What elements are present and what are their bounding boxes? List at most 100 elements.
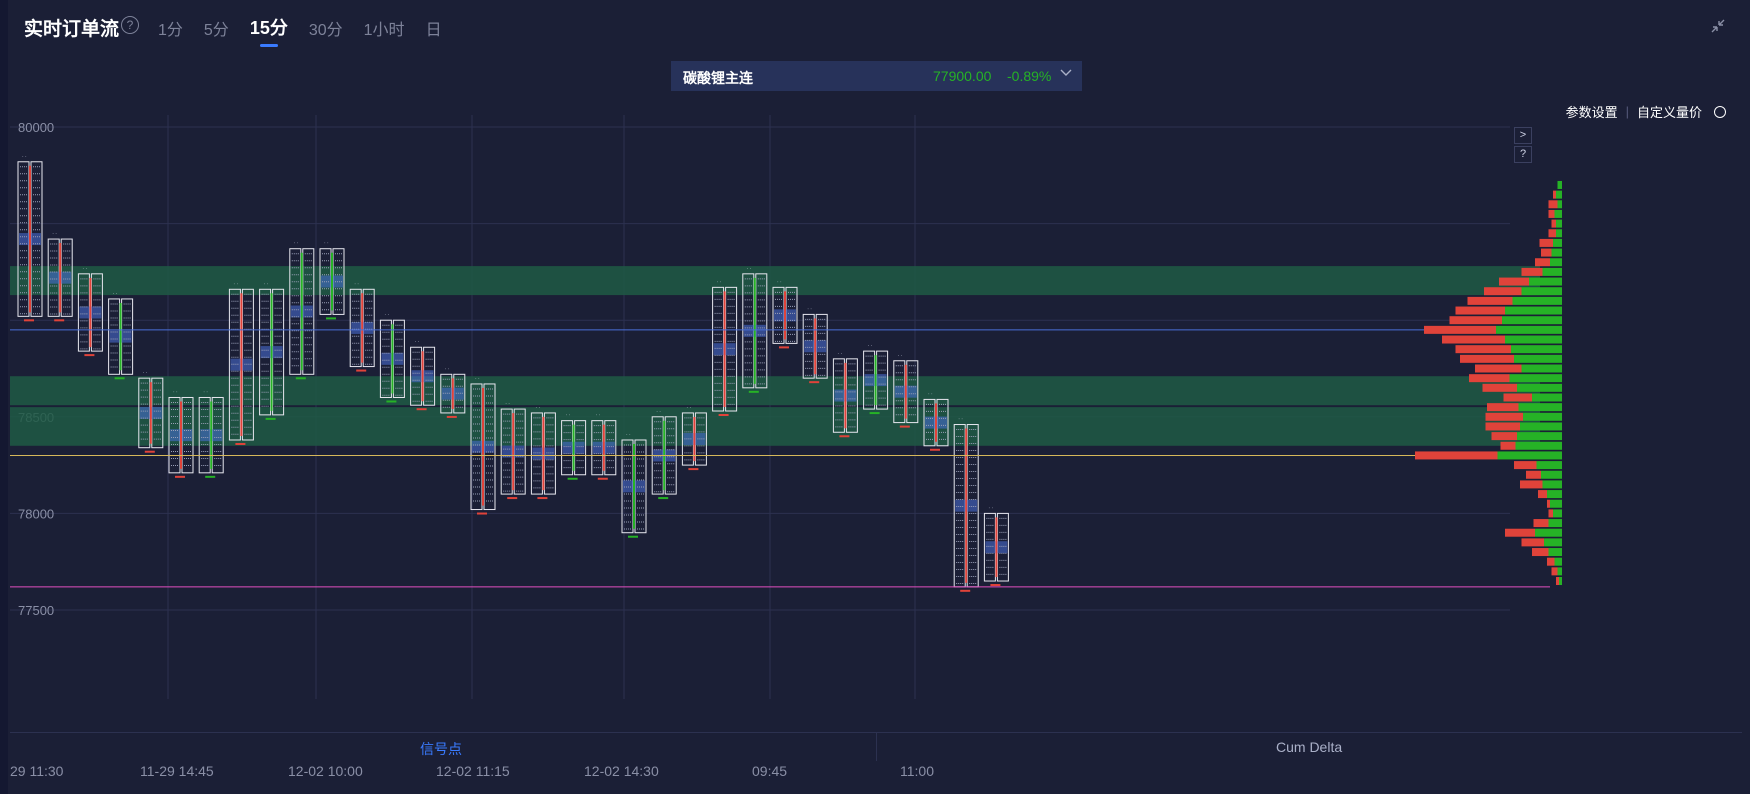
profile-buy-bar [1514,354,1562,363]
profile-sell-bar [1500,441,1516,450]
help-icon[interactable]: ? [121,16,139,34]
profile-sell-bar [1491,432,1517,441]
profile-buy-bar [1523,412,1562,421]
profile-buy-bar [1511,345,1562,354]
tab-30m[interactable]: 30分 [308,22,343,39]
profile-sell-bar [1533,519,1549,528]
delta-marker [899,425,910,428]
profile-buy-bar [1548,548,1562,557]
x-tick-label: 11-29 14:45 [140,763,214,779]
bar-header: · · [837,351,842,357]
profile-buy-bar [1505,306,1562,315]
bar-header: · · [958,417,963,423]
expand-button[interactable]: > [1514,127,1532,144]
profile-sell-bar [1484,287,1522,296]
profile-buy-bar [1515,441,1562,450]
profile-buy-bar [1496,325,1562,334]
profile-sell-bar [1539,238,1553,247]
profile-sell-bar [1503,393,1532,402]
profile-buy-bar [1536,461,1562,470]
profile-buy-bar [1553,238,1562,247]
profile-buy-bar [1521,287,1562,296]
delta-marker [54,319,65,322]
profile-buy-bar [1509,374,1562,383]
volume-zone [10,376,1540,406]
bar-header: · · [656,409,661,415]
settings-icon[interactable] [1714,105,1726,118]
band-divider [876,733,877,761]
profile-sell-bar [1442,335,1505,344]
profile-sell-bar [1485,412,1523,421]
x-tick-label: 12-02 11:15 [436,763,510,779]
collapse-icon[interactable] [1710,18,1726,34]
profile-sell-bar [1548,200,1558,209]
profile-buy-bar [1512,296,1562,305]
delta-marker [84,354,95,357]
profile-sell-bar [1535,258,1550,267]
profile-sell-bar [1514,461,1537,470]
bar-header: · · [264,281,269,287]
top-bar: 实时订单流 ? 1分 5分 15分 30分 1小时 日 [0,0,1750,52]
profile-buy-bar [1544,538,1562,547]
delta-marker [295,377,306,380]
profile-sell-bar [1482,383,1517,392]
profile-sell-bar [1521,538,1544,547]
profile-buy-bar [1542,480,1562,489]
profile-sell-bar [1499,277,1529,286]
footprint-chart[interactable]: 80000785007800077500· ·· ·· ·· ·· ·· ·· … [10,115,1742,729]
profile-buy-bar [1517,432,1562,441]
delta-marker [779,346,789,349]
bar-header: · · [566,413,571,419]
symbol-selector[interactable]: 碳酸锂主连 77900.00 -0.89% [671,61,1082,91]
profile-sell-bar [1521,267,1543,276]
delta-marker [235,442,246,445]
profile-sell-bar [1520,480,1543,489]
delta-marker [144,450,155,453]
profile-buy-bar [1542,267,1562,276]
tab-1h[interactable]: 1小时 [363,22,405,39]
bar-header: · · [505,401,510,407]
profile-sell-bar [1487,403,1519,412]
x-tick-label: 09:45 [752,763,788,779]
profile-buy-bar [1518,403,1562,412]
delta-marker [658,497,669,500]
profile-sell-bar [1505,528,1535,537]
delta-marker [446,415,457,418]
bar-header: · · [22,154,27,160]
profile-sell-bar [1455,306,1505,315]
bar-header: · · [143,370,148,376]
cum-delta-tab[interactable]: Cum Delta [1276,739,1343,755]
bar-header: · · [324,241,329,247]
profile-buy-bar [1520,422,1562,431]
delta-marker [537,497,548,500]
bar-header: · · [113,291,118,297]
timeframe-tabs: 1分 5分 15分 30分 1小时 日 [158,14,463,47]
profile-buy-bar [1556,229,1562,238]
profile-buy-bar [1532,393,1562,402]
tab-day[interactable]: 日 [425,22,442,39]
profile-buy-bar [1556,190,1562,199]
profile-buy-bar [1550,258,1562,267]
profile-buy-bar [1559,577,1562,586]
bar-header: · · [354,281,359,287]
profile-sell-bar [1548,229,1556,238]
custom-volume-link[interactable]: 自定义量价 [1636,105,1702,120]
tab-15m[interactable]: 15分 [250,14,288,47]
tab-1m[interactable]: 1分 [158,22,183,39]
delta-marker [869,412,880,415]
bar-header: · · [807,306,812,312]
tab-5m[interactable]: 5分 [203,22,229,39]
profile-buy-bar [1557,200,1562,209]
params-settings-link[interactable]: 参数设置 [1565,105,1618,120]
profile-sell-bar [1547,499,1550,508]
indicator-band: 信号点 Cum Delta [10,732,1742,761]
signal-tab[interactable]: 信号点 [420,741,462,757]
profile-sell-bar [1424,325,1496,334]
help-button[interactable]: ? [1514,146,1532,163]
bar-header: · · [535,405,540,411]
bar-header: · · [233,281,238,287]
delta-marker [809,381,820,384]
profile-sell-bar [1553,190,1556,199]
profile-buy-bar [1557,180,1562,189]
y-tick-label: 77500 [18,603,54,618]
